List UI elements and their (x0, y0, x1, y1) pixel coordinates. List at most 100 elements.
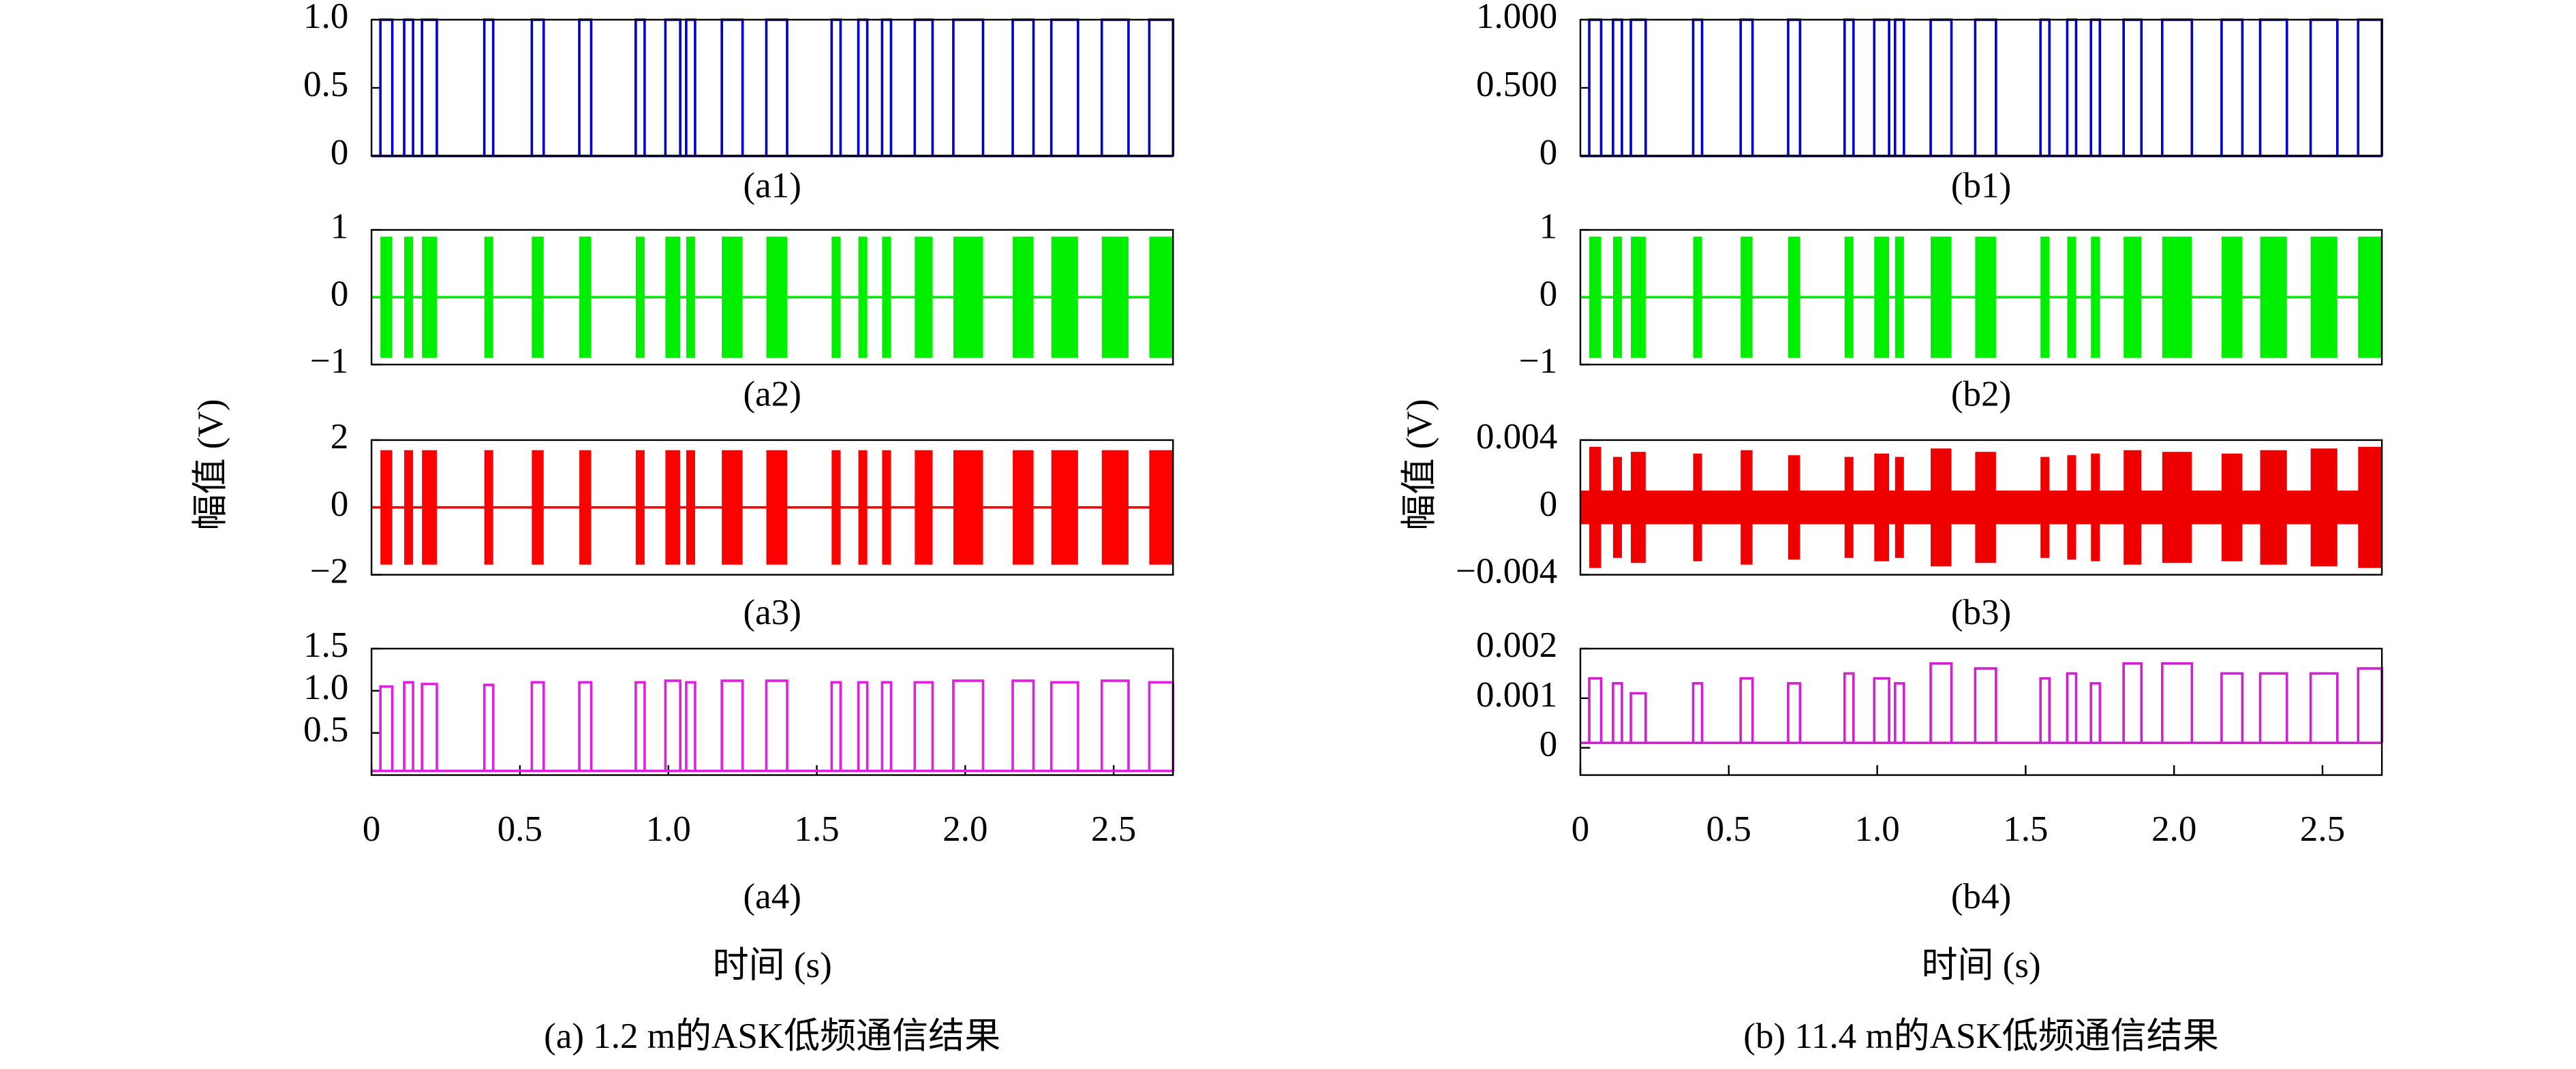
burst (858, 450, 868, 565)
burst (831, 450, 841, 565)
plot-frame (370, 18, 1174, 157)
burst (2260, 450, 2287, 565)
pulse (830, 681, 842, 771)
burst (2260, 236, 2287, 358)
pulse (913, 681, 934, 771)
burst (1931, 236, 1952, 358)
pulse (830, 18, 842, 156)
pulse (1893, 682, 1905, 743)
pulse (664, 18, 681, 156)
burst (722, 236, 743, 358)
burst (2358, 446, 2382, 568)
pulse (530, 18, 545, 156)
pulse (1588, 677, 1603, 743)
plot-frame (1579, 18, 2383, 157)
burst (579, 236, 592, 358)
burst (1051, 450, 1078, 565)
burst (635, 236, 645, 358)
burst (404, 236, 414, 358)
pulse (685, 681, 696, 771)
burst (722, 450, 743, 565)
burst (484, 236, 493, 358)
burst (1874, 453, 1890, 561)
pulse (1629, 692, 1647, 743)
burst (953, 236, 983, 358)
burst (858, 236, 868, 358)
x-tick-label: 0.5 (497, 809, 542, 849)
y-tick-label: 0 (1539, 274, 1558, 313)
pulse (403, 18, 414, 156)
burst (1741, 450, 1753, 565)
burst (422, 450, 437, 565)
pulse (2160, 662, 2194, 743)
burst (635, 450, 645, 565)
pulse (1929, 18, 1953, 156)
burst (831, 236, 841, 358)
burst (2221, 236, 2243, 358)
pulse (685, 18, 696, 156)
plot-frame (1579, 229, 2383, 366)
burst (2310, 448, 2337, 567)
pulse (1049, 18, 1079, 156)
plot-frame (1579, 647, 2383, 776)
pulse (2357, 18, 2383, 156)
plot-frame (370, 229, 1174, 366)
pulse (420, 683, 438, 771)
burst (2162, 452, 2192, 563)
burst (2123, 450, 2142, 565)
y-tick-label: 0 (331, 484, 349, 524)
y-label: 幅值 (V) (191, 399, 230, 531)
burst (882, 236, 891, 358)
pulse (1873, 677, 1890, 743)
y-tick-label: 1.000 (1476, 0, 1557, 36)
pulse (634, 681, 646, 771)
pulse (1612, 682, 1623, 743)
pulse (880, 681, 893, 771)
pulse (720, 679, 744, 771)
pulse (1739, 18, 1754, 156)
pulse (2089, 18, 2102, 156)
pulse (420, 18, 438, 156)
y-tick-label: 1.0 (303, 668, 348, 707)
burst (1874, 236, 1890, 358)
burst (686, 236, 695, 358)
y-tick-label: 0.5 (303, 710, 348, 749)
burst (1895, 456, 1904, 558)
pulse (952, 679, 985, 771)
pulse (1588, 18, 1603, 156)
burst (915, 236, 933, 358)
pulse (2220, 18, 2244, 156)
y-tick-label: 0 (331, 133, 349, 172)
x-tick-label: 2.0 (942, 809, 987, 849)
pulse (403, 681, 414, 771)
pulse (1974, 18, 1997, 156)
burst (953, 450, 983, 565)
pulse (2220, 672, 2244, 743)
pulse (664, 679, 681, 771)
x-tick-label: 1.0 (1854, 809, 1899, 849)
x-tick-label: 0 (363, 809, 381, 849)
x-label: 时间 (s) (1921, 946, 2040, 985)
pulse (913, 18, 934, 156)
burst (1844, 456, 1854, 558)
panel-label: (b1) (1951, 166, 2011, 205)
burst (2162, 236, 2192, 358)
burst (915, 450, 933, 565)
burst (1741, 236, 1753, 358)
pulse (2122, 662, 2143, 743)
burst (766, 450, 787, 565)
pulse (1049, 681, 1079, 771)
pulse (1893, 18, 1905, 156)
burst (2040, 236, 2050, 358)
burst (1612, 456, 1622, 558)
x-label: 时间 (s) (713, 946, 832, 985)
x-tick-label: 1.5 (794, 809, 839, 849)
x-tick-label: 1.5 (2003, 809, 2048, 849)
burst (1101, 236, 1129, 358)
pulse (2258, 18, 2288, 156)
x-tick-label: 0.5 (1706, 809, 1751, 849)
x-tick-label: 0 (1571, 809, 1590, 849)
pulse (634, 18, 646, 156)
pulse (1011, 679, 1035, 771)
burst (1013, 450, 1034, 565)
